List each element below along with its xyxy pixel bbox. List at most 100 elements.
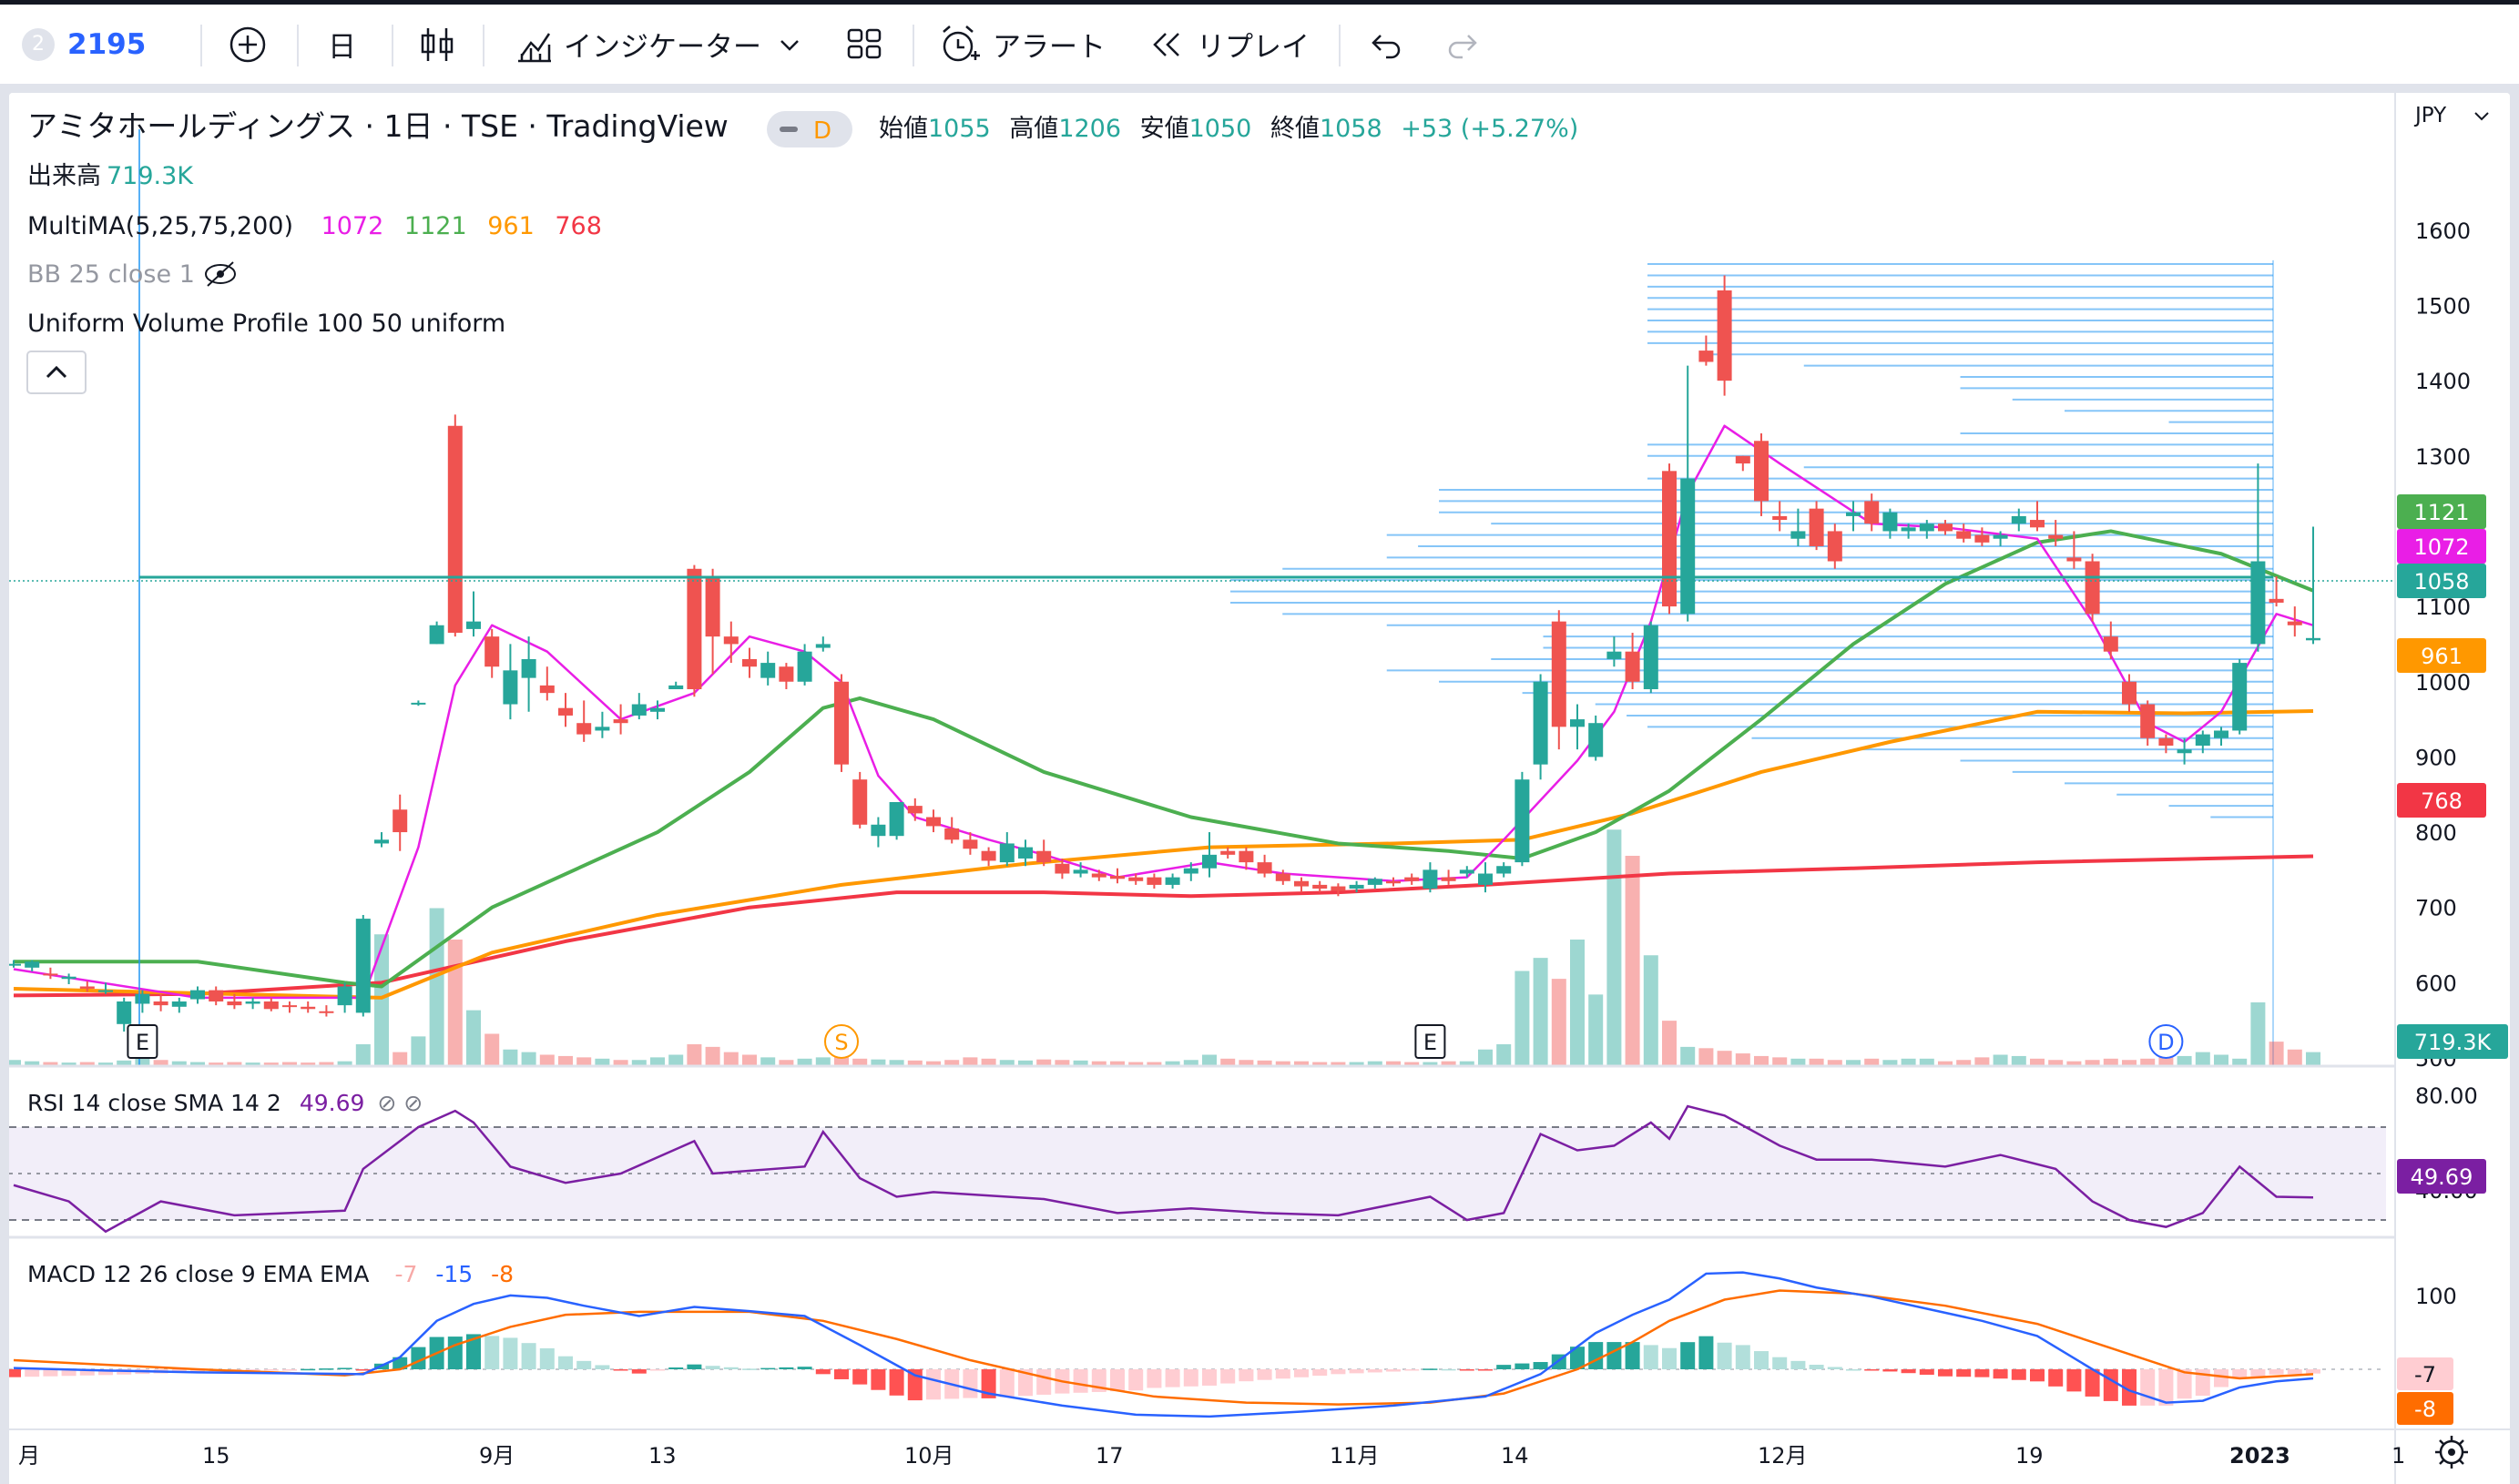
candle[interactable]	[43, 967, 58, 980]
candle[interactable]	[1496, 862, 1512, 878]
candle[interactable]	[1459, 866, 1474, 878]
candle[interactable]	[245, 997, 260, 1010]
candle[interactable]	[1680, 365, 1696, 622]
candle[interactable]	[393, 794, 408, 851]
candle[interactable]	[1275, 869, 1290, 885]
candle[interactable]	[429, 621, 444, 645]
candle[interactable]	[1754, 433, 1769, 516]
candle[interactable]	[944, 817, 960, 844]
candle[interactable]	[999, 832, 1015, 867]
candle[interactable]	[760, 651, 776, 686]
candle[interactable]	[1294, 877, 1309, 893]
candle[interactable]	[797, 644, 812, 686]
candle[interactable]	[963, 832, 978, 855]
symbol-search[interactable]: 2 2195	[22, 5, 146, 84]
candle[interactable]	[1331, 883, 1346, 897]
event-marker[interactable]: D	[2148, 1024, 2184, 1059]
multima-legend[interactable]: MultiMA(5,25,75,200) 1072 1121 961 768	[27, 212, 602, 240]
candle[interactable]	[834, 674, 849, 772]
candle[interactable]	[2030, 501, 2045, 532]
candle[interactable]	[2214, 727, 2228, 747]
candle[interactable]	[1220, 847, 1236, 859]
candle[interactable]	[1514, 771, 1530, 867]
candle[interactable]	[79, 981, 95, 992]
interval-button[interactable]: 日	[328, 31, 356, 64]
candle[interactable]	[1919, 520, 1934, 539]
alert-button[interactable]: アラート	[938, 5, 1106, 84]
candle[interactable]	[1257, 854, 1272, 878]
candle[interactable]	[263, 997, 279, 1011]
candle[interactable]	[815, 636, 831, 652]
status-pill[interactable]	[767, 111, 852, 147]
candle[interactable]	[209, 986, 224, 1006]
candle[interactable]	[779, 663, 794, 690]
candle[interactable]	[2011, 508, 2026, 532]
candle[interactable]	[907, 798, 923, 821]
candle[interactable]	[1790, 508, 1806, 546]
candle[interactable]	[521, 636, 536, 712]
candle[interactable]	[1202, 832, 1217, 878]
candle[interactable]	[1662, 463, 1677, 615]
candle[interactable]	[1423, 862, 1438, 893]
candle[interactable]	[852, 771, 868, 828]
candle[interactable]	[2287, 606, 2302, 637]
candle[interactable]	[1183, 862, 1198, 881]
candle[interactable]	[1938, 520, 1953, 535]
candle[interactable]	[1128, 873, 1144, 885]
candle[interactable]	[631, 693, 647, 720]
candle[interactable]	[1827, 523, 1842, 569]
candle[interactable]	[190, 986, 205, 1004]
candle[interactable]	[558, 693, 573, 727]
candle[interactable]	[1846, 501, 1861, 532]
candle[interactable]	[411, 700, 426, 706]
candle[interactable]	[926, 809, 941, 833]
candle[interactable]	[1367, 877, 1382, 889]
candle[interactable]	[1772, 501, 1788, 532]
candle[interactable]	[2269, 576, 2284, 607]
candle[interactable]	[61, 973, 76, 985]
candle[interactable]	[1882, 508, 1898, 539]
undo-button[interactable]	[1366, 5, 1406, 84]
candle[interactable]	[705, 568, 720, 675]
candle[interactable]	[1036, 839, 1052, 867]
candle[interactable]	[668, 681, 684, 690]
candle[interactable]	[355, 914, 371, 1017]
candle[interactable]	[1312, 880, 1328, 893]
candle[interactable]	[2158, 734, 2174, 754]
candle[interactable]	[1588, 715, 1604, 761]
candle[interactable]	[25, 960, 40, 971]
candle[interactable]	[2250, 463, 2266, 652]
candle[interactable]	[1864, 493, 1880, 532]
candle[interactable]	[171, 997, 187, 1013]
candle[interactable]	[1570, 704, 1585, 750]
candle[interactable]	[1551, 610, 1566, 750]
candle[interactable]	[2306, 526, 2320, 645]
currency-label[interactable]: JPY	[2413, 104, 2447, 127]
candle[interactable]	[576, 700, 592, 742]
event-marker[interactable]: S	[824, 1024, 859, 1059]
candle[interactable]	[650, 700, 665, 720]
candle[interactable]	[135, 990, 150, 1013]
add-symbol-button[interactable]	[228, 5, 268, 84]
candle[interactable]	[1625, 633, 1640, 690]
candle[interactable]	[981, 847, 996, 867]
bb-legend[interactable]: BB 25 close 1	[27, 260, 195, 289]
candle[interactable]	[153, 993, 168, 1011]
redo-button[interactable]	[1443, 5, 1483, 84]
candle[interactable]	[282, 1001, 297, 1013]
candle[interactable]	[1735, 455, 1750, 472]
candle[interactable]	[2122, 674, 2137, 712]
candle[interactable]	[539, 666, 555, 701]
candle[interactable]	[723, 621, 739, 664]
candle[interactable]	[742, 647, 757, 678]
candle[interactable]	[1073, 862, 1088, 878]
candle[interactable]	[1018, 839, 1033, 867]
candle[interactable]	[1404, 873, 1420, 885]
candle[interactable]	[1643, 621, 1658, 694]
candle[interactable]	[1993, 531, 2008, 546]
macd-legend[interactable]: MACD 12 26 close 9 EMA EMA -7 -15 -8	[27, 1261, 514, 1287]
candle[interactable]	[337, 982, 352, 1013]
candle[interactable]	[1441, 869, 1456, 885]
candle[interactable]	[2066, 531, 2082, 569]
candle[interactable]	[503, 644, 518, 720]
